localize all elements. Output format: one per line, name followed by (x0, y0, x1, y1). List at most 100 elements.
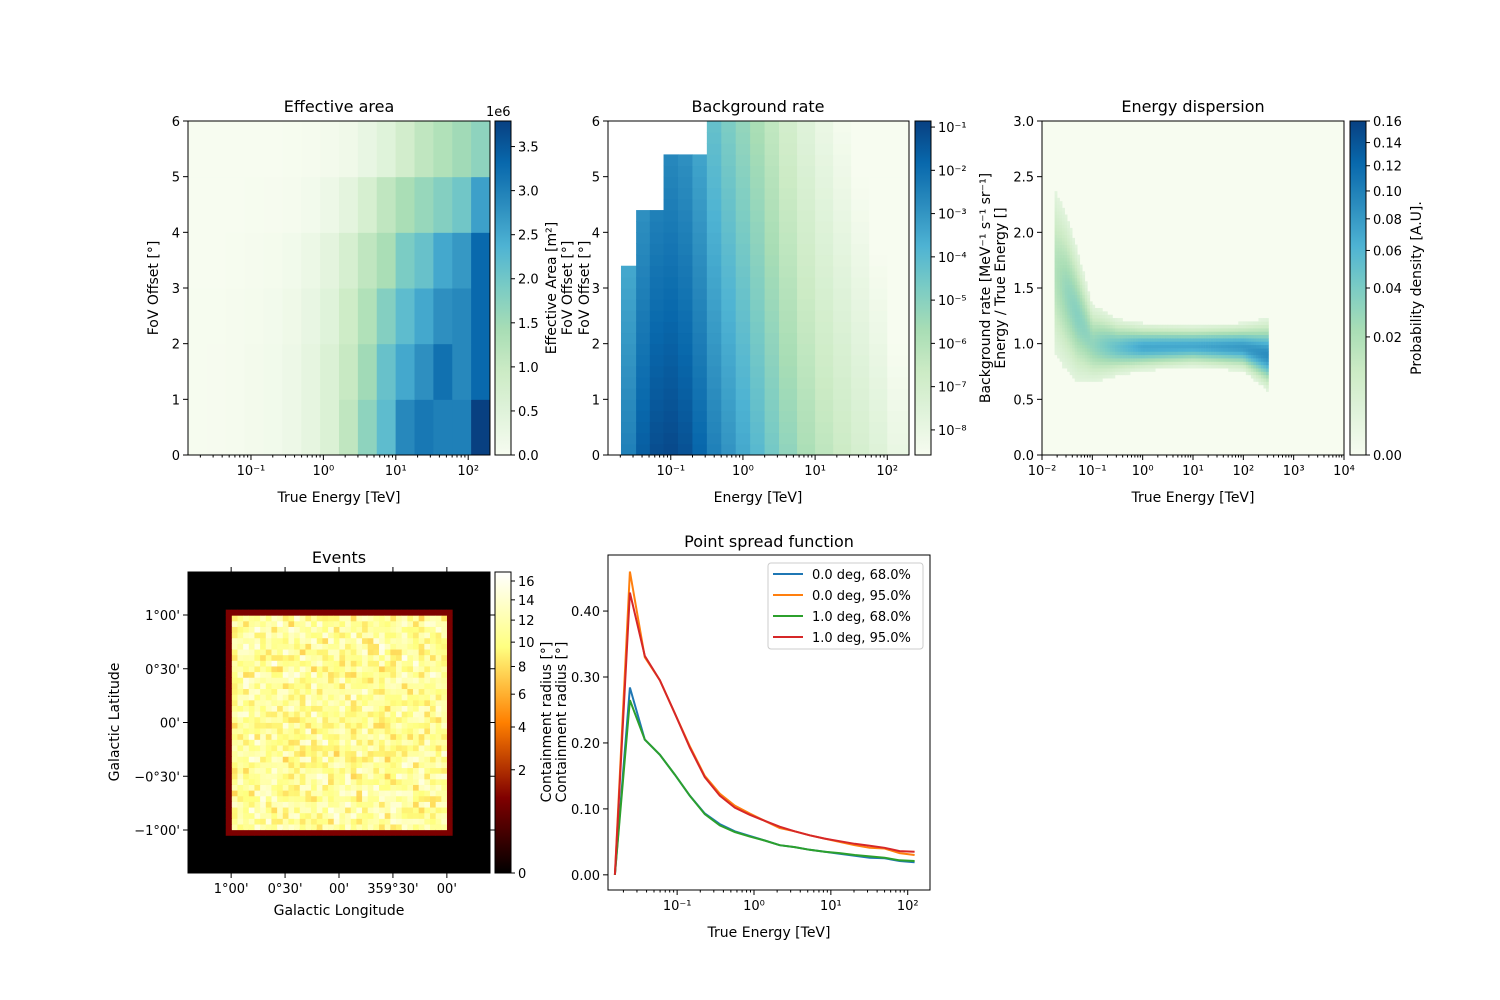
heatmap-cell (1157, 351, 1161, 356)
image-pixel (310, 637, 317, 644)
heatmap-cell (1067, 271, 1070, 275)
image-pixel (242, 620, 249, 627)
image-pixel (440, 812, 447, 819)
image-pixel (418, 773, 425, 780)
image-pixel (389, 654, 397, 661)
image-pixel (333, 626, 340, 633)
heatmap-cell (1054, 328, 1058, 332)
image-pixel (322, 756, 329, 763)
heatmap-cell (1132, 341, 1136, 346)
image-pixel (440, 694, 447, 701)
heatmap-cell (1203, 354, 1206, 359)
image-pixel (259, 626, 266, 633)
heatmap-cell (414, 176, 434, 233)
image-pixel (418, 632, 425, 639)
heatmap-cell (1057, 201, 1060, 205)
image-pixel (271, 728, 278, 735)
image-pixel (389, 620, 397, 627)
heatmap-cell (433, 288, 453, 345)
image-pixel (401, 666, 408, 673)
heatmap-cell (376, 399, 397, 456)
heatmap-cell (1069, 328, 1073, 332)
image-pixel (254, 711, 261, 718)
heatmap-cell (1193, 331, 1196, 336)
image-pixel (361, 778, 368, 785)
heatmap-cell (779, 176, 798, 189)
heatmap-cell (1087, 331, 1091, 336)
image-pixel (440, 750, 447, 757)
heatmap-cell (1074, 334, 1078, 339)
heatmap-cell (1057, 338, 1060, 342)
heatmap-cell (1057, 207, 1060, 212)
image-pixel (271, 812, 278, 819)
image-pixel (367, 620, 374, 627)
image-pixel (401, 637, 408, 644)
heatmap-cell (750, 121, 766, 133)
heatmap-cell (1072, 284, 1076, 289)
heatmap-cell (1170, 351, 1174, 356)
heatmap-cell (851, 232, 870, 244)
image-pixel (242, 688, 249, 695)
heatmap-cell (636, 388, 651, 400)
heatmap-cell (1097, 311, 1101, 316)
heatmap-cell (1102, 361, 1106, 366)
image-pixel (389, 722, 397, 729)
heatmap-cell (1064, 301, 1068, 305)
heatmap-cell (1265, 351, 1269, 356)
image-pixel (412, 620, 419, 627)
heatmap-cell (1064, 294, 1068, 299)
image-pixel (344, 699, 351, 706)
image-pixel (248, 756, 255, 763)
image-pixel (412, 762, 419, 769)
heatmap-cell (1059, 277, 1063, 282)
heatmap-cell (1152, 338, 1156, 342)
heatmap-cell (1155, 361, 1159, 366)
image-pixel (265, 643, 272, 650)
image-pixel (288, 773, 295, 780)
image-pixel (440, 762, 447, 769)
image-pixel (322, 620, 329, 627)
image-pixel (367, 688, 374, 695)
image-pixel (412, 801, 419, 808)
image-pixel (429, 767, 436, 774)
heatmap-cell (1104, 351, 1108, 356)
heatmap-cell (1253, 321, 1257, 326)
image-pixel (367, 818, 374, 825)
heatmap-cell (1067, 277, 1070, 282)
image-pixel (316, 778, 323, 785)
heatmap-cell (1074, 321, 1078, 326)
image-pixel (435, 739, 442, 746)
heatmap-cell (1145, 348, 1148, 352)
heatmap-cell (1230, 328, 1234, 332)
heatmap-cell (887, 343, 910, 356)
heatmap-cell (1263, 324, 1267, 329)
heatmap-cell (1079, 281, 1083, 285)
heatmap-cell (1054, 351, 1058, 356)
image-pixel (429, 728, 436, 735)
image-pixel (327, 745, 334, 752)
heatmap-cell (1069, 241, 1073, 245)
image-pixel (327, 637, 334, 644)
image-pixel (418, 682, 425, 690)
heatmap-cell (1208, 348, 1211, 352)
image-pixel (237, 824, 244, 831)
image-pixel (361, 824, 368, 831)
image-pixel (293, 609, 300, 616)
heatmap-cell (1077, 374, 1081, 379)
heatmap-cell (1074, 251, 1078, 255)
heatmap-cell (1117, 354, 1121, 359)
image-pixel (333, 609, 340, 616)
image-pixel (242, 745, 249, 752)
heatmap-cell (1205, 331, 1209, 336)
heatmap-cell (1240, 348, 1244, 352)
heatmap-cell (721, 198, 737, 211)
heatmap-cell (677, 365, 693, 378)
heatmap-cell (1203, 364, 1206, 369)
heatmap-cell (1223, 328, 1227, 332)
heatmap-cell (263, 176, 283, 233)
heatmap-cell (869, 410, 888, 423)
image-pixel (225, 694, 232, 701)
image-pixel (322, 711, 329, 718)
heatmap-cell (1225, 344, 1229, 349)
heatmap-cell (1228, 324, 1232, 329)
